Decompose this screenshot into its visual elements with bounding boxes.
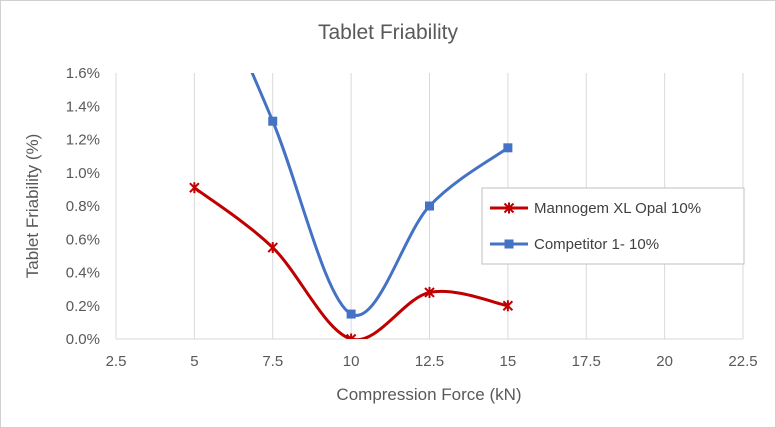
x-tick-label: 22.5	[728, 353, 757, 370]
y-tick-label: 0.0%	[66, 331, 100, 348]
y-tick-label: 0.4%	[66, 265, 100, 282]
y-axis-title: Tablet Friability (%)	[23, 134, 42, 279]
legend: Mannogem XL Opal 10% Competitor 1- 10%	[481, 187, 745, 265]
y-tick-label: 0.6%	[66, 231, 100, 248]
chart-title: Tablet Friability	[318, 21, 459, 44]
data-point-1	[502, 300, 514, 312]
x-tick-label: 20	[656, 353, 673, 370]
data-point-2	[503, 143, 513, 153]
data-point-1	[189, 182, 200, 194]
x-tick-label: 10	[343, 353, 360, 370]
legend-marker-1	[503, 202, 515, 214]
tick-labels: 2.5 5 7.5 10 12.5 15 17.5 20 22.5 0.0% 0.2% 0.4% 0.6…	[66, 65, 758, 370]
legend-marker-2	[504, 239, 514, 249]
y-tick-label: 1.0%	[66, 165, 100, 182]
y-tick-label: 1.2%	[66, 132, 100, 149]
legend-box	[481, 187, 745, 265]
data-point-2	[346, 309, 356, 319]
y-tick-label: 0.2%	[66, 298, 100, 315]
x-tick-label: 5	[190, 353, 198, 370]
x-tick-label: 2.5	[106, 353, 127, 370]
data-point-2	[268, 116, 278, 126]
data-point-1	[424, 286, 435, 298]
data-point-1	[267, 242, 278, 254]
legend-label-1: Mannogem XL Opal 10%	[534, 200, 701, 217]
y-tick-label: 0.8%	[66, 198, 100, 215]
data-point-1	[345, 333, 357, 339]
series-line-2	[250, 73, 509, 317]
x-tick-label: 15	[500, 353, 517, 370]
legend-label-2: Competitor 1- 10%	[534, 236, 659, 253]
y-tick-label: 1.4%	[66, 98, 100, 115]
data-point-2	[425, 201, 434, 211]
series-layer	[189, 73, 514, 339]
x-tick-label: 12.5	[415, 353, 444, 370]
y-tick-label: 1.6%	[66, 65, 100, 82]
x-tick-label: 17.5	[572, 353, 601, 370]
x-axis-title: Compression Force (kN)	[336, 385, 521, 404]
x-tick-label: 7.5	[262, 353, 283, 370]
